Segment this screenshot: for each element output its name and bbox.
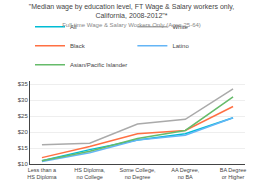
svg-text:$25: $25 — [18, 113, 29, 119]
svg-text:BA Degreeor Higher: BA Degreeor Higher — [220, 167, 247, 180]
svg-text:$15: $15 — [18, 145, 29, 151]
svg-text:White: White — [172, 24, 188, 30]
svg-text:"Median wage by education leve: "Median wage by education level, FT Wage… — [29, 3, 235, 28]
svg-text:Less than aHS Diploma: Less than aHS Diploma — [27, 167, 57, 180]
svg-text:Asian/Pacific Islander: Asian/Pacific Islander — [70, 62, 127, 68]
svg-text:$10: $10 — [18, 161, 29, 167]
svg-text:$20: $20 — [18, 129, 29, 135]
svg-text:HS Diploma,no College: HS Diploma,no College — [74, 167, 105, 180]
svg-text:Latino: Latino — [172, 43, 189, 49]
svg-text:Some College,no Degree: Some College,no Degree — [119, 167, 156, 180]
svg-text:AA Degree,no BA: AA Degree,no BA — [171, 167, 200, 180]
svg-text:$35: $35 — [18, 81, 29, 87]
svg-text:All: All — [70, 24, 77, 30]
svg-text:$30: $30 — [18, 97, 29, 103]
svg-text:Black: Black — [70, 43, 86, 49]
